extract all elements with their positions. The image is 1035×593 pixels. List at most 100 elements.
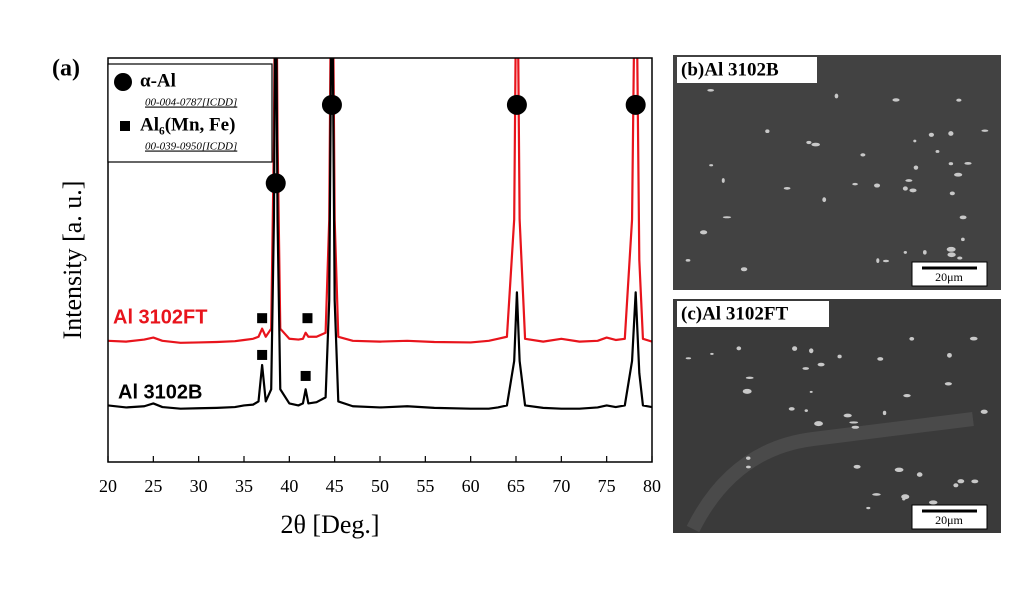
phase-marker — [265, 173, 286, 194]
particle — [928, 132, 935, 137]
particle — [905, 179, 913, 182]
particle — [685, 259, 691, 262]
particle — [866, 506, 871, 510]
legend-reference: 00-039-0950[ICDD] — [145, 141, 237, 153]
particle — [811, 142, 820, 147]
particle — [685, 357, 692, 360]
legend-reference: 00-004-0787[ICDD] — [145, 97, 237, 109]
xrd-line — [108, 58, 652, 410]
particle — [903, 394, 911, 398]
particle — [949, 191, 955, 196]
legend-box — [107, 63, 273, 163]
particle — [902, 186, 908, 191]
phase-marker — [321, 94, 342, 115]
particle — [957, 479, 965, 484]
sem-images: (b)Al 3102B 20μm (c)Al 3102FT 20μm — [673, 55, 1001, 533]
particle — [783, 187, 791, 190]
x-tick-label: 45 — [326, 476, 344, 496]
xrd-line — [108, 58, 652, 344]
scale-bar-label: 20μm — [935, 513, 963, 527]
particle — [909, 336, 915, 341]
phase-marker — [257, 349, 268, 360]
particle — [788, 407, 795, 411]
x-tick-label: 75 — [598, 476, 616, 496]
particle — [837, 354, 842, 359]
particle — [817, 362, 825, 367]
particle — [765, 129, 770, 134]
particle — [948, 162, 954, 166]
y-axis-label: Intensity [a. u.] — [58, 181, 87, 340]
particle — [947, 252, 956, 258]
grain-boundary — [686, 412, 974, 533]
image-label: (b)Al 3102B — [681, 59, 779, 80]
particle — [792, 346, 798, 351]
x-tick-label: 30 — [190, 476, 208, 496]
particle — [814, 421, 823, 427]
scale-bar-box — [911, 261, 988, 287]
particle — [877, 357, 884, 361]
particle — [851, 425, 860, 429]
particle — [699, 230, 708, 235]
phase-marker — [506, 94, 527, 115]
particle — [903, 250, 907, 254]
x-tick-label: 65 — [507, 476, 525, 496]
particle — [872, 493, 881, 496]
particle — [860, 153, 866, 157]
particle — [928, 500, 938, 505]
particle — [709, 164, 714, 167]
particle — [946, 246, 956, 252]
particle — [964, 162, 972, 165]
image-label-box — [677, 301, 829, 327]
particle — [892, 98, 900, 102]
particle — [944, 382, 952, 386]
particle — [981, 129, 989, 132]
particle — [948, 131, 954, 136]
particle — [954, 172, 963, 177]
series-group — [108, 58, 652, 410]
x-axis-label: 2θ [Deg.] — [280, 510, 379, 539]
x-tick-label: 35 — [235, 476, 253, 496]
plot-area — [108, 58, 652, 410]
particle — [959, 215, 967, 220]
x-tick-label: 55 — [416, 476, 434, 496]
scale-bar-label: 20μm — [935, 270, 963, 284]
particle — [745, 376, 754, 379]
phase-marker — [300, 370, 311, 381]
x-tick-label: 70 — [552, 476, 570, 496]
phase-marker — [302, 313, 313, 324]
particle — [882, 259, 890, 263]
particle — [746, 465, 751, 469]
x-tick-label: 60 — [462, 476, 480, 496]
particle — [916, 472, 923, 477]
particle — [736, 346, 742, 351]
particle — [909, 188, 917, 193]
image-label: (c)Al 3102FT — [681, 303, 788, 324]
particle — [961, 237, 965, 242]
particle — [947, 352, 952, 358]
particle — [843, 413, 852, 418]
particle — [922, 250, 927, 255]
image-label-box — [677, 57, 817, 83]
legend-symbol — [114, 73, 132, 91]
particle — [935, 150, 940, 153]
particle — [740, 267, 748, 272]
x-tick-label: 20 — [99, 476, 117, 496]
particle — [969, 336, 978, 341]
particle — [882, 410, 887, 416]
particle — [971, 479, 979, 484]
legend-label: α-Al — [140, 70, 176, 91]
particle — [809, 348, 814, 354]
particle — [849, 421, 859, 424]
particle — [710, 352, 714, 355]
particle — [707, 88, 715, 92]
series-label: Al 3102B — [118, 381, 203, 403]
legend-label: Al₆(Mn, Fe) — [140, 114, 235, 135]
scale-bar-box — [911, 504, 988, 530]
particle — [804, 409, 808, 412]
particle — [957, 256, 963, 260]
x-tick-label: 25 — [144, 476, 162, 496]
particle — [953, 483, 959, 488]
particle — [980, 409, 988, 414]
particle — [874, 183, 881, 188]
phase-marker — [257, 313, 268, 324]
